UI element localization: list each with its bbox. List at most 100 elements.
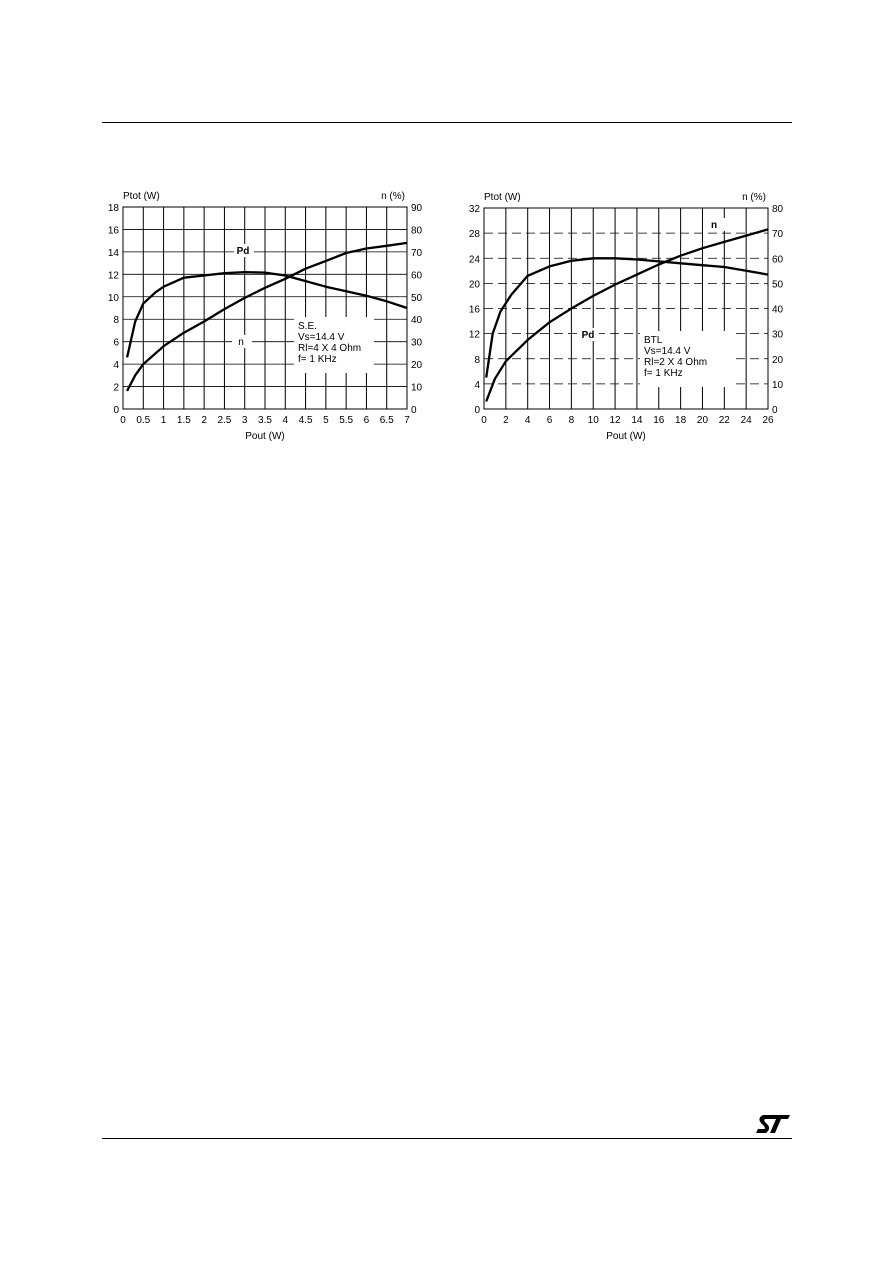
y-tick-label: 4: [113, 360, 119, 371]
x-tick-label: 22: [719, 415, 731, 426]
series-label-bg: [579, 328, 599, 341]
y-tick-label: 24: [469, 254, 481, 265]
y2-tick-label: 90: [411, 203, 423, 214]
y-axis-label: Ptot (W): [484, 192, 521, 203]
y-tick-label: 0: [113, 405, 119, 416]
x-tick-label: 4: [525, 415, 531, 426]
series-label-bg: [705, 218, 725, 231]
x-tick-label: 20: [697, 415, 709, 426]
x-tick-label: 3.5: [258, 415, 272, 426]
series-line-pd: [125, 270, 408, 358]
x-tick-label: 6: [547, 415, 553, 426]
series-label: n: [711, 220, 717, 231]
x-tick-label: 24: [741, 415, 753, 426]
x-tick-label: 4.5: [299, 415, 313, 426]
y2-tick-label: 50: [772, 279, 784, 290]
header-rule: [102, 122, 792, 123]
annotation-box: [294, 317, 374, 373]
x-tick-label: 12: [610, 415, 622, 426]
annotation-line: f= 1 KHz: [298, 354, 337, 365]
x-axis-label: Pout (W): [606, 431, 645, 442]
annotation-line: BTL: [644, 335, 663, 346]
series-label-bg: [232, 335, 252, 348]
y2-axis-label: n (%): [381, 191, 405, 202]
x-tick-label: 1: [161, 415, 167, 426]
annotation-line: Rl=2 X 4 Ohm: [644, 357, 707, 368]
y2-tick-label: 20: [772, 355, 784, 366]
x-tick-label: 8: [569, 415, 575, 426]
y-tick-label: 20: [469, 279, 481, 290]
footer-rule: [102, 1138, 792, 1139]
y-tick-label: 14: [108, 248, 120, 259]
chart-btl-svg: 0 2 4 6 8 10 12 14 16 18 20 22 24 2604812162024283201…: [469, 192, 784, 442]
y-tick-label: 6: [113, 338, 119, 349]
y2-tick-label: 80: [411, 225, 423, 236]
series-label: Pd: [237, 246, 250, 257]
x-tick-label: 14: [631, 415, 643, 426]
y2-tick-label: 10: [411, 383, 423, 394]
y-tick-label: 18: [108, 203, 120, 214]
y-tick-label: 10: [108, 293, 120, 304]
x-tick-label: 10: [588, 415, 600, 426]
x-tick-label: 5.5: [339, 415, 353, 426]
y2-tick-label: 10: [772, 380, 784, 391]
chart-se-svg: 0 0.5 1 1.5 2 2.5 3 3.5 4 4.5 5 5.5 6 6.5 702468101214…: [108, 191, 423, 442]
x-tick-label: 0: [481, 415, 487, 426]
x-tick-label: 5: [323, 415, 329, 426]
x-tick-label: 2.5: [217, 415, 231, 426]
series-line-n: [485, 228, 769, 402]
y2-tick-label: 70: [411, 248, 423, 259]
x-tick-label: 7: [404, 415, 410, 426]
y2-tick-label: 0: [411, 405, 417, 416]
series-label: Pd: [582, 330, 595, 341]
annotation-line: f= 1 KHz: [644, 368, 683, 379]
x-tick-label: 0.5: [136, 415, 150, 426]
x-tick-label: 18: [675, 415, 687, 426]
x-tick-label: 6: [364, 415, 370, 426]
y2-tick-label: 0: [772, 405, 778, 416]
st-logo: [754, 1113, 792, 1140]
annotation-line: Vs=14.4 V: [644, 346, 691, 357]
chart-se: 0 0.5 1 1.5 2 2.5 3 3.5 4 4.5 5 5.5 6 6.5 7 0 2 4 6 8 10 12 14…: [100, 183, 440, 458]
x-tick-label: 0: [120, 415, 126, 426]
y2-tick-label: 30: [772, 330, 784, 341]
y2-tick-label: 60: [411, 270, 423, 281]
x-tick-label: 1.5: [177, 415, 191, 426]
y2-axis-label: n (%): [742, 192, 766, 203]
y2-tick-label: 40: [411, 315, 423, 326]
y-tick-label: 16: [108, 225, 120, 236]
y-tick-label: 28: [469, 229, 481, 240]
st-logo-icon: [756, 1115, 790, 1133]
y-tick-label: 4: [474, 380, 480, 391]
y-tick-label: 8: [474, 355, 480, 366]
series-label-bg: [234, 244, 254, 257]
y-tick-label: 16: [469, 305, 481, 316]
y-tick-label: 32: [469, 204, 481, 215]
y2-tick-label: 80: [772, 204, 784, 215]
annotation-line: Vs=14.4 V: [298, 332, 345, 343]
chart-btl: 0 2 4 6 8 10 12 14 16 18 20 22 24 26 0 4 8 12 16 20 24 28 32 0 1…: [460, 183, 800, 458]
y2-tick-label: 50: [411, 293, 423, 304]
annotation-line: S.E.: [298, 321, 317, 332]
y-tick-label: 12: [108, 270, 120, 281]
x-tick-label: 16: [653, 415, 665, 426]
x-tick-label: 2: [503, 415, 509, 426]
plot-frame: [483, 207, 769, 410]
y-tick-label: 2: [113, 383, 119, 394]
series-line-pd: [485, 257, 769, 378]
y2-tick-label: 30: [411, 338, 423, 349]
y-tick-label: 8: [113, 315, 119, 326]
y-tick-label: 0: [474, 405, 480, 416]
y-tick-label: 12: [469, 330, 481, 341]
y2-tick-label: 20: [411, 360, 423, 371]
x-axis-label: Pout (W): [245, 431, 284, 442]
y2-tick-label: 40: [772, 305, 784, 316]
x-tick-label: 26: [762, 415, 774, 426]
annotation-box: [640, 331, 736, 387]
x-tick-label: 4: [283, 415, 289, 426]
annotation-line: Rl=4 X 4 Ohm: [298, 343, 361, 354]
x-tick-label: 6.5: [380, 415, 394, 426]
y2-tick-label: 60: [772, 254, 784, 265]
x-tick-label: 3: [242, 415, 248, 426]
series-label: n: [238, 337, 244, 348]
